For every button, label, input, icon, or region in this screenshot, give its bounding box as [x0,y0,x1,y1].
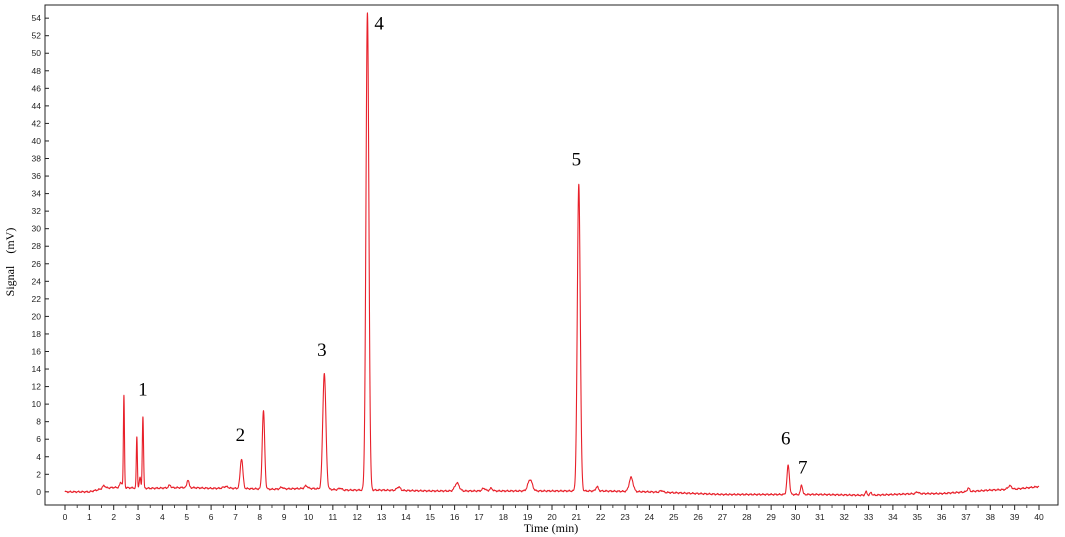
y-tick-label: 2 [36,469,41,479]
x-tick-label: 37 [961,512,971,522]
x-tick-label: 18 [499,512,509,522]
x-tick-label: 8 [257,512,262,522]
y-tick-label: 16 [32,346,42,356]
x-tick-label: 32 [839,512,849,522]
y-tick-label: 14 [32,364,42,374]
x-tick-label: 27 [718,512,728,522]
peak-label-1: 1 [138,379,148,400]
y-tick-label: 40 [32,136,42,146]
y-tick-label: 36 [32,171,42,181]
x-tick-label: 24 [645,512,655,522]
x-tick-label: 26 [693,512,703,522]
x-tick-label: 23 [620,512,630,522]
x-tick-label: 31 [815,512,825,522]
y-tick-label: 6 [36,434,41,444]
x-tick-label: 5 [184,512,189,522]
y-tick-label: 38 [32,154,42,164]
peak-label-3: 3 [317,340,327,361]
x-tick-label: 3 [136,512,141,522]
x-tick-label: 11 [328,512,337,522]
x-tick-label: 39 [1010,512,1020,522]
x-tick-label: 2 [111,512,116,522]
y-tick-label: 0 [36,487,41,497]
x-tick-label: 21 [572,512,582,522]
y-tick-label: 28 [32,241,42,251]
y-tick-label: 48 [32,66,42,76]
y-tick-label: 42 [32,118,42,128]
peak-annotations: 1 2 3 4 5 67 [138,14,807,479]
y-tick-label: 12 [32,382,42,392]
plot-frame [44,4,1059,506]
y-tick-label: 8 [36,417,41,427]
y-tick-label: 24 [32,276,42,286]
x-tick-label: 15 [426,512,436,522]
peak-label-4: 4 [374,14,384,35]
x-tick-label: 1 [87,512,92,522]
x-tick-label: 6 [209,512,214,522]
y-tick-label: 26 [32,259,42,269]
x-tick-label: 20 [547,512,557,522]
x-tick-label: 4 [160,512,165,522]
x-tick-label: 19 [523,512,533,522]
x-axis: 0 1 2 3 4 5 6 7 8 9 10 11 12 13 14 15 16 17 18 19 20 21 22 23 24… [63,505,1044,522]
x-tick-label: 7 [233,512,238,522]
x-tick-label: 33 [864,512,874,522]
y-axis-title: Signal (mV) [3,228,17,297]
x-tick-label: 35 [913,512,923,522]
y-tick-label: 4 [36,452,41,462]
x-tick-label: 10 [304,512,314,522]
x-tick-label: 29 [766,512,776,522]
y-axis: 0246810121416182022242628303234363840424… [32,13,49,497]
x-tick-label: 9 [282,512,287,522]
x-tick-label: 16 [450,512,460,522]
x-tick-label: 17 [474,512,484,522]
peak-label-5: 5 [572,150,582,171]
y-tick-label: 52 [32,31,42,41]
y-tick-label: 20 [32,311,42,321]
x-tick-label: 40 [1034,512,1044,522]
y-tick-label: 10 [32,399,42,409]
x-tick-label: 30 [791,512,801,522]
x-tick-label: 36 [937,512,947,522]
x-tick-label: 13 [377,512,387,522]
y-tick-label: 32 [32,206,42,216]
y-tick-label: 46 [32,83,42,93]
y-tick-label: 44 [32,101,42,111]
peak-label-7: 7 [798,457,808,478]
signal-trace [64,12,1040,497]
x-tick-label: 28 [742,512,752,522]
x-tick-label: 14 [401,512,411,522]
peak-label-6: 6 [781,428,791,449]
y-tick-label: 18 [32,329,42,339]
x-tick-label: 0 [63,512,68,522]
y-tick-label: 30 [32,224,42,234]
peak-label-2: 2 [236,425,246,446]
y-tick-label: 22 [32,294,42,304]
x-tick-label: 34 [888,512,898,522]
x-tick-label: 22 [596,512,606,522]
y-tick-label: 54 [32,13,42,23]
y-tick-label: 50 [32,48,42,58]
y-tick-label: 34 [32,189,42,199]
x-tick-label: 38 [986,512,996,522]
x-tick-label: 12 [352,512,362,522]
x-axis-title: Time (min) [524,521,579,535]
x-tick-label: 25 [669,512,679,522]
